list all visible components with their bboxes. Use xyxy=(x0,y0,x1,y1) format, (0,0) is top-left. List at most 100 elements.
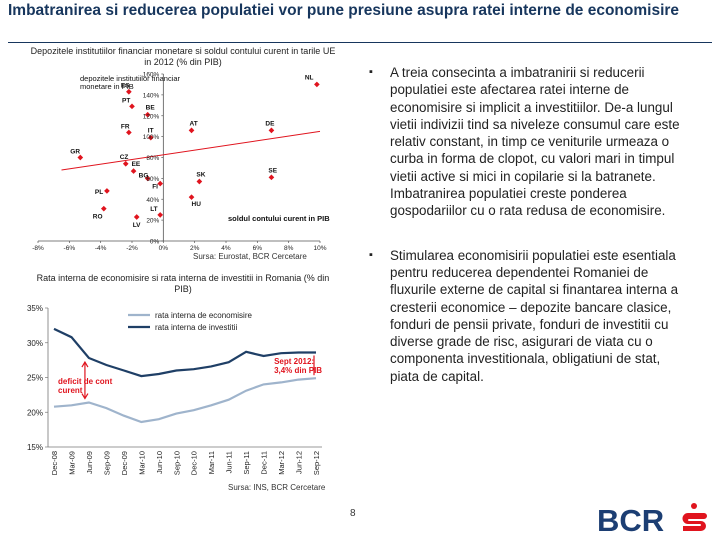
scatter-point-label: EE xyxy=(132,161,141,168)
line-y-tick-label: 25% xyxy=(27,374,43,383)
scatter-x-axis-label: soldul contului curent in PIB xyxy=(228,214,330,223)
sept-2012-box xyxy=(270,356,333,376)
bullet-text: Stimularea economisirii populatiei este … xyxy=(390,247,679,384)
savings-rate-line xyxy=(53,377,317,424)
scatter-y-tick-label: 120% xyxy=(143,113,160,120)
scatter-point-label: LV xyxy=(133,222,141,229)
line-x-tick-label: Dec-09 xyxy=(120,451,129,475)
scatter-y-axis-label: depozitele institutiilor financiar moneta… xyxy=(80,74,181,91)
scatter-point-label: IT xyxy=(148,128,154,135)
scatter-point-label: BE xyxy=(146,105,156,112)
scatter-point-label: HU xyxy=(192,201,202,208)
deficit-arrow-head-down-icon xyxy=(81,393,89,400)
line-x-tick-label: Jun-10 xyxy=(155,451,164,474)
scatter-point xyxy=(130,168,137,174)
page-number: 8 xyxy=(350,508,356,519)
page-title: Imbatranirea si reducerea populatiei vor… xyxy=(8,2,680,19)
scatter-point xyxy=(133,214,140,220)
line-x-tick-label: Sep-11 xyxy=(242,451,251,475)
deficit-arrow-head-up-icon xyxy=(81,360,89,368)
scatter-point xyxy=(188,127,195,134)
scatter-x-tick-label: 4% xyxy=(221,245,231,252)
line-y-tick-label: 35% xyxy=(27,304,43,313)
scatter-x-tick-label: -4% xyxy=(95,245,107,252)
line-x-tick-label: Jun-11 xyxy=(225,451,234,473)
scatter-y-tick-label: 40% xyxy=(146,197,159,204)
scatter-point xyxy=(104,188,110,194)
scatter-point xyxy=(147,134,154,141)
line-x-tick-label: Mar-11 xyxy=(207,451,216,474)
scatter-point xyxy=(157,180,164,187)
scatter-point-label: AT xyxy=(190,120,198,127)
scatter-point xyxy=(188,194,195,200)
investment-rate-line xyxy=(53,327,316,378)
scatter-point xyxy=(126,129,132,136)
legend-label: rata interna de economisire xyxy=(155,311,252,320)
scatter-x-tick-label: -8% xyxy=(32,245,44,252)
square-bullet-icon: ▪ xyxy=(369,248,373,261)
scatter-point xyxy=(77,154,84,161)
scatter-point-label: PL xyxy=(95,189,103,196)
scatter-y-tick-label: 20% xyxy=(146,218,159,225)
scatter-point xyxy=(268,127,275,134)
scatter-point xyxy=(100,205,107,212)
scatter-point-label: FR xyxy=(121,123,130,130)
line-x-tick-label: Jun-12 xyxy=(295,451,304,474)
line-source: Sursa: INS, BCR Cercetare xyxy=(228,483,326,492)
scatter-point-label: NL xyxy=(305,74,314,81)
scatter-x-tick-label: -2% xyxy=(126,245,138,252)
scatter-point-label: BG xyxy=(139,172,149,179)
scatter-point-label: FI xyxy=(152,184,158,191)
scatter-x-tick-label: -6% xyxy=(64,245,76,252)
scatter-point xyxy=(122,160,129,167)
scatter-point xyxy=(268,174,275,181)
scatter-source: Sursa: Eurostat, BCR Cercetare xyxy=(193,252,307,261)
scatter-point xyxy=(129,103,135,110)
line-y-tick-label: 15% xyxy=(27,443,43,452)
scatter-point xyxy=(144,175,151,182)
bcr-logo-text: BCR xyxy=(597,503,664,538)
scatter-point-label: SE xyxy=(268,167,277,174)
line-x-tick-label: Sep-09 xyxy=(102,451,111,475)
scatter-point xyxy=(144,111,151,118)
scatter-y-tick-label: 0% xyxy=(150,239,160,246)
line-y-tick-label: 20% xyxy=(27,408,43,417)
scatter-point-label: PT xyxy=(122,97,130,104)
line-x-tick-label: Mar-09 xyxy=(67,451,76,475)
scatter-x-tick-label: 2% xyxy=(190,245,200,252)
bullet-item: ▪ Stimularea economisirii populatiei est… xyxy=(363,247,681,385)
line-x-tick-label: Jun-09 xyxy=(85,451,94,474)
line-x-tick-label: Dec-11 xyxy=(260,451,269,475)
title-divider xyxy=(8,42,712,43)
scatter-trend-line xyxy=(61,130,321,171)
scatter-point xyxy=(314,81,320,88)
scatter-y-tick-label: 100% xyxy=(143,134,160,141)
scatter-point xyxy=(196,178,203,185)
scatter-y-tick-label: 60% xyxy=(146,176,159,183)
scatter-point-label: ES xyxy=(121,83,130,90)
line-x-tick-label: Mar-10 xyxy=(137,451,146,475)
scatter-chart-title: Depozitele institutiilor financiar monet… xyxy=(30,46,336,67)
bullet-text: A treia consecinta a imbatranirii si red… xyxy=(390,65,680,219)
line-x-tick-label: Mar-12 xyxy=(277,451,286,475)
bullet-list: ▪ A treia consecinta a imbatranirii si r… xyxy=(363,64,681,412)
scatter-point-label: GR xyxy=(70,149,80,156)
bullet-item: ▪ A treia consecinta a imbatranirii si r… xyxy=(363,64,681,220)
scatter-point-label: CZ xyxy=(120,154,129,161)
scatter-x-tick-label: 6% xyxy=(253,245,263,252)
line-x-tick-label: Sep-10 xyxy=(172,451,181,475)
scatter-point-label: RO xyxy=(93,214,103,221)
line-x-tick-label: Dec-08 xyxy=(50,451,59,475)
bcr-logo-mark-icon xyxy=(682,503,707,531)
scatter-x-tick-label: 8% xyxy=(284,245,294,252)
scatter-point-label: SK xyxy=(196,172,205,179)
line-x-tick-label: Sep-12 xyxy=(312,451,321,475)
scatter-y-tick-label: 140% xyxy=(143,92,160,99)
legend-label: rata interna de investitii xyxy=(155,323,237,332)
sept-2012-annotation: Sept 2012: 3,4% din PIB xyxy=(274,357,322,375)
scatter-point-label: LT xyxy=(150,206,157,213)
line-x-tick-label: Dec-10 xyxy=(190,451,199,475)
square-bullet-icon: ▪ xyxy=(369,66,373,78)
scatter-x-tick-label: 0% xyxy=(159,245,169,252)
